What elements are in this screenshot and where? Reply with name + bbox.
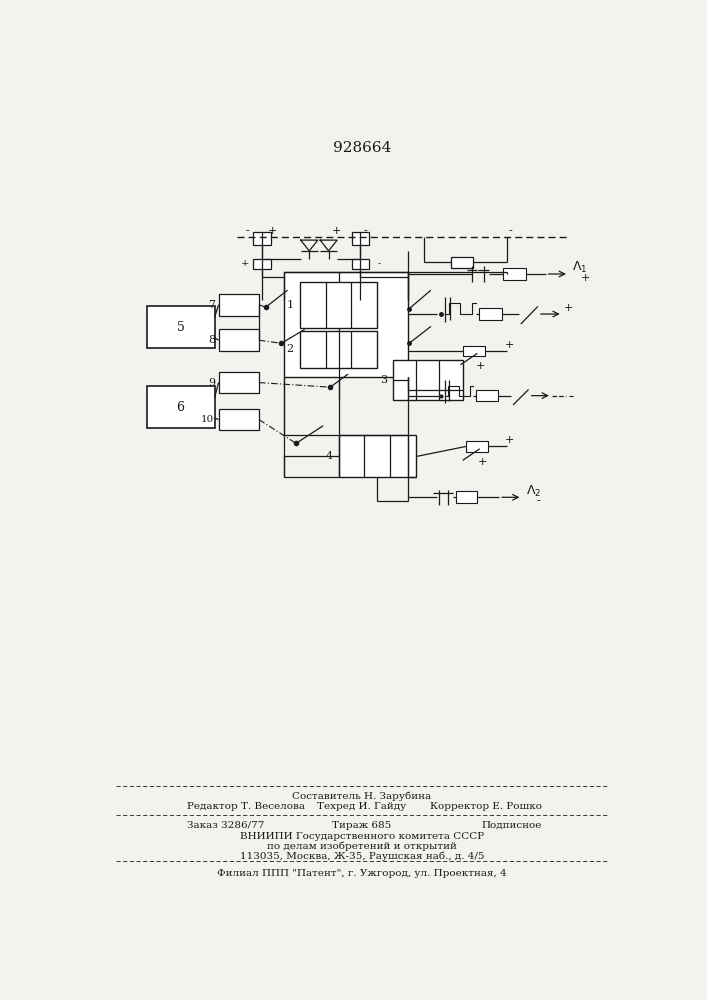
Bar (466, 441, 488, 452)
Bar (456, 491, 477, 503)
Text: 6: 6 (177, 401, 185, 414)
Bar (284, 272, 409, 377)
Text: +: + (506, 435, 515, 445)
Text: -: - (537, 496, 541, 506)
Text: $\Lambda_2$: $\Lambda_2$ (525, 484, 541, 499)
Text: -: - (364, 226, 368, 236)
Text: +: + (241, 259, 249, 268)
Text: Корректор Е. Рошко: Корректор Е. Рошко (430, 802, 542, 811)
Text: 4: 4 (325, 451, 332, 461)
Bar (393, 360, 462, 400)
Bar (476, 390, 498, 401)
Text: -: - (245, 226, 249, 236)
Text: 113035, Москва, Ж-35, Раушская наб., д. 4/5: 113035, Москва, Ж-35, Раушская наб., д. … (240, 851, 484, 861)
Text: +: + (332, 226, 341, 236)
Text: 9: 9 (209, 378, 216, 388)
Bar (451, 257, 473, 268)
Bar (218, 329, 259, 351)
Bar (218, 372, 259, 393)
Text: 7: 7 (209, 300, 216, 310)
Bar (479, 308, 502, 320)
Bar (339, 435, 416, 477)
Text: +: + (580, 273, 590, 283)
Text: Редактор Т. Веселова: Редактор Т. Веселова (187, 802, 305, 811)
Text: +: + (476, 361, 485, 371)
Text: $\Lambda_1$: $\Lambda_1$ (572, 260, 588, 275)
Text: Подписное: Подписное (481, 821, 542, 830)
Text: Заказ 3286/77: Заказ 3286/77 (187, 821, 264, 830)
Text: -: - (378, 259, 380, 268)
Text: +: + (506, 340, 515, 350)
Bar (252, 259, 271, 269)
Text: -: - (509, 226, 513, 236)
Text: 928664: 928664 (333, 141, 391, 155)
Bar (218, 409, 259, 430)
Text: Техред И. Гайду: Техред И. Гайду (317, 802, 407, 811)
Text: +: + (268, 226, 278, 236)
Bar (146, 386, 215, 428)
Bar (300, 331, 378, 368)
Text: 1: 1 (286, 300, 293, 310)
Text: ВНИИПИ Государственного комитета СССР: ВНИИПИ Государственного комитета СССР (240, 832, 484, 841)
Bar (352, 259, 369, 269)
Text: 2: 2 (286, 344, 293, 354)
Text: Составитель Н. Зарубина: Составитель Н. Зарубина (293, 791, 431, 801)
Bar (218, 294, 259, 316)
Text: Тираж 685: Тираж 685 (332, 821, 392, 830)
Text: 8: 8 (209, 335, 216, 345)
Text: 5: 5 (177, 321, 185, 334)
Bar (352, 232, 369, 245)
Bar (253, 232, 271, 245)
Bar (503, 268, 526, 280)
Text: +: + (477, 457, 486, 467)
Text: Филиал ППП "Патент", г. Ужгород, ул. Проектная, 4: Филиал ППП "Патент", г. Ужгород, ул. Про… (217, 869, 507, 878)
Text: по делам изобретений и открытий: по делам изобретений и открытий (267, 841, 457, 851)
Bar (464, 346, 485, 356)
Bar (300, 282, 378, 328)
Text: +: + (564, 303, 573, 313)
Text: 3: 3 (380, 375, 387, 385)
Bar (146, 306, 215, 348)
Text: 10: 10 (201, 415, 214, 424)
